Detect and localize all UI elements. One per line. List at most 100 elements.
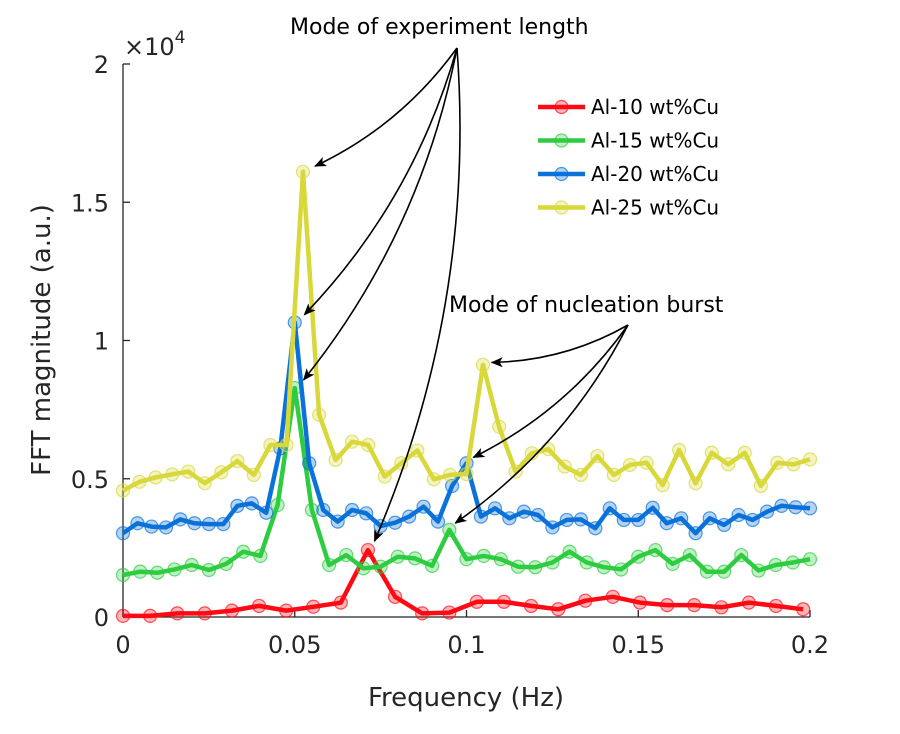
data-point <box>302 456 317 471</box>
data-point <box>786 457 801 472</box>
data-point <box>660 598 675 613</box>
data-point <box>770 455 785 470</box>
data-point <box>802 501 818 516</box>
series-line <box>122 385 811 578</box>
data-point <box>133 564 148 579</box>
annotation-experiment-length: Mode of experiment length <box>290 15 589 40</box>
data-point <box>774 498 789 513</box>
data-point <box>648 542 663 558</box>
data-point <box>416 499 431 514</box>
data-point <box>165 467 180 482</box>
data-point <box>304 502 320 518</box>
data-point <box>339 547 354 563</box>
x-tick-label: 0 <box>115 631 130 659</box>
annotation-arrow <box>303 47 458 381</box>
data-point <box>377 469 392 484</box>
data-point <box>279 603 294 618</box>
data-point <box>688 476 703 491</box>
data-point <box>545 520 560 535</box>
data-point <box>645 500 660 515</box>
data-point <box>263 437 278 453</box>
data-point <box>373 559 388 574</box>
data-point <box>201 562 216 578</box>
series-line <box>121 320 811 536</box>
data-point <box>596 560 612 575</box>
data-point <box>745 512 760 528</box>
data-point <box>459 552 474 567</box>
data-point <box>415 606 430 621</box>
y-multiplier-exponent: 4 <box>175 28 186 48</box>
data-point <box>218 556 234 572</box>
data-point <box>469 594 484 609</box>
data-point <box>430 514 446 529</box>
legend-label: Al-20 wt%Cu <box>591 162 719 186</box>
data-point <box>345 434 360 449</box>
data-point <box>312 407 327 422</box>
data-point <box>316 502 331 518</box>
annotation-arrow <box>472 324 629 459</box>
data-point <box>639 455 654 470</box>
annotation-nucleation-burst: Mode of nucleation burst <box>449 293 724 318</box>
data-point <box>236 544 251 559</box>
x-tick-label: 0.2 <box>791 631 829 659</box>
data-point <box>167 562 182 577</box>
data-point <box>655 478 670 493</box>
y-tick-label: 0.5 <box>71 466 109 494</box>
data-point <box>674 511 689 526</box>
data-point <box>510 559 526 574</box>
legend-label: Al-25 wt%Cu <box>591 196 719 220</box>
data-point <box>704 445 719 460</box>
data-point <box>279 437 294 453</box>
data-point <box>150 565 165 580</box>
data-point <box>541 442 556 457</box>
data-point <box>187 516 202 531</box>
data-point <box>523 598 539 614</box>
data-point <box>731 507 746 523</box>
data-point <box>699 564 715 579</box>
x-axis-label: Frequency (Hz) <box>368 683 564 713</box>
legend-label: Al-10 wt%Cu <box>591 95 719 119</box>
data-point <box>721 457 736 472</box>
data-point <box>734 547 749 563</box>
legend: Al-10 wt%Cu Al-15 wt%Cu Al-20 wt%Cu Al-25 w… <box>538 95 719 220</box>
data-point <box>476 548 491 563</box>
data-point <box>410 443 425 458</box>
annotation-arrow <box>303 47 458 316</box>
data-point <box>687 598 702 613</box>
data-point <box>702 511 717 526</box>
data-point <box>796 602 811 617</box>
data-point <box>578 593 593 608</box>
data-point <box>768 557 783 573</box>
data-point <box>402 509 417 524</box>
data-point <box>802 552 818 567</box>
series-line <box>123 547 804 619</box>
data-point <box>659 516 674 531</box>
legend-label: Al-15 wt%Cu <box>591 129 719 153</box>
data-point <box>714 600 729 615</box>
data-point <box>333 595 348 610</box>
legend-marker <box>554 133 569 148</box>
data-point <box>322 557 337 573</box>
data-point <box>387 589 403 604</box>
data-point <box>295 164 311 179</box>
data-point <box>682 547 697 563</box>
data-point <box>253 548 268 563</box>
legend-item: Al-20 wt%Cu <box>538 162 719 186</box>
data-point <box>390 549 405 564</box>
data-point <box>579 555 594 570</box>
data-point <box>426 472 441 487</box>
data-point <box>562 544 577 559</box>
data-point <box>573 512 588 527</box>
data-point <box>230 498 245 513</box>
data-point <box>356 561 371 576</box>
series-group <box>115 164 818 623</box>
data-point <box>444 478 460 494</box>
data-point <box>524 446 539 461</box>
data-point <box>143 608 158 623</box>
series-al-15-wt-cu <box>115 380 818 583</box>
data-point <box>741 595 756 610</box>
data-point <box>259 505 274 520</box>
data-point <box>173 512 188 527</box>
y-multiplier: ×104 <box>124 28 185 61</box>
data-point <box>616 512 631 528</box>
